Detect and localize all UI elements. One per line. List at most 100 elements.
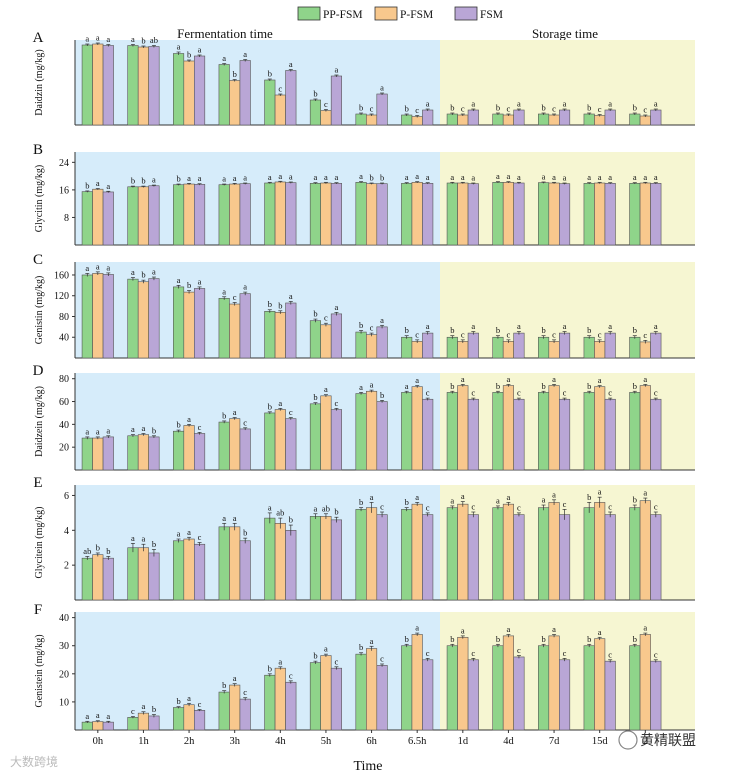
- significance-letter: a: [426, 172, 430, 182]
- bar-p-fsm: [594, 115, 606, 126]
- significance-letter: b: [243, 528, 247, 538]
- significance-letter: a: [177, 529, 181, 539]
- x-tick-label: 3h: [229, 736, 240, 747]
- bar-p-fsm: [548, 635, 560, 731]
- significance-letter: a: [268, 502, 272, 512]
- significance-letter: b: [289, 515, 293, 525]
- bar-pp-fsm: [629, 183, 641, 246]
- significance-letter: b: [85, 180, 89, 190]
- bar-pp-fsm: [218, 184, 230, 246]
- significance-letter: a: [552, 374, 556, 384]
- bar-pp-fsm: [218, 691, 230, 731]
- bar-pp-fsm: [629, 507, 641, 601]
- x-axis-label: Time: [353, 759, 382, 774]
- significance-letter: c: [380, 502, 384, 512]
- significance-letter: c: [552, 104, 556, 114]
- y-tick-label: 4: [64, 526, 69, 537]
- bar-fsm: [330, 667, 342, 731]
- significance-letter: a: [243, 173, 247, 183]
- significance-letter: c: [131, 706, 135, 716]
- significance-letter: c: [278, 84, 282, 94]
- significance-letter: b: [313, 651, 317, 661]
- significance-letter: a: [85, 426, 89, 436]
- y-axis-label: Glycitein (mg/kg): [34, 507, 45, 579]
- bar-p-fsm: [594, 341, 606, 359]
- bar-p-fsm: [548, 182, 560, 246]
- significance-letter: a: [507, 171, 511, 181]
- bar-p-fsm: [320, 655, 332, 731]
- significance-letter: c: [324, 313, 328, 323]
- bar-fsm: [239, 540, 251, 601]
- significance-letter: c: [198, 699, 202, 709]
- y-tick-label: 2: [64, 561, 69, 572]
- significance-letter: b: [313, 309, 317, 319]
- bar-pp-fsm: [309, 183, 321, 246]
- significance-letter: b: [96, 542, 100, 552]
- y-tick-label: 120: [54, 291, 69, 302]
- significance-letter: a: [608, 321, 612, 331]
- significance-letter: b: [334, 507, 338, 517]
- bar-fsm: [194, 433, 206, 471]
- significance-letter: ab: [276, 508, 284, 518]
- bar-p-fsm: [548, 385, 560, 471]
- significance-letter: c: [654, 388, 658, 398]
- bar-p-fsm: [137, 434, 149, 471]
- bar-pp-fsm: [583, 392, 595, 471]
- bar-p-fsm: [502, 182, 514, 246]
- significance-letter: a: [131, 533, 135, 543]
- significance-letter: a: [324, 172, 328, 182]
- significance-letter: a: [324, 644, 328, 654]
- bar-fsm: [467, 514, 479, 601]
- significance-letter: b: [268, 663, 272, 673]
- significance-letter: b: [268, 69, 272, 79]
- significance-letter: a: [222, 174, 226, 184]
- bar-fsm: [422, 332, 434, 359]
- bar-fsm: [285, 530, 297, 601]
- bar-fsm: [239, 60, 251, 126]
- bar-pp-fsm: [264, 517, 276, 601]
- significance-letter: b: [450, 325, 454, 335]
- watermark-left: 大数跨境: [10, 754, 58, 769]
- significance-letter: b: [587, 634, 591, 644]
- bar-pp-fsm: [309, 403, 321, 471]
- significance-letter: a: [608, 99, 612, 109]
- bar-pp-fsm: [401, 645, 413, 731]
- significance-letter: a: [324, 384, 328, 394]
- bar-fsm: [467, 659, 479, 731]
- significance-letter: c: [415, 329, 419, 339]
- bar-pp-fsm: [173, 286, 185, 359]
- bar-pp-fsm: [81, 721, 93, 731]
- significance-letter: c: [507, 104, 511, 114]
- significance-letter: b: [359, 497, 363, 507]
- significance-letter: c: [552, 329, 556, 339]
- significance-letter: a: [106, 34, 110, 44]
- bar-pp-fsm: [629, 645, 641, 731]
- significance-letter: a: [177, 275, 181, 285]
- bar-pp-fsm: [309, 320, 321, 359]
- significance-letter: a: [370, 492, 374, 502]
- bar-p-fsm: [229, 684, 241, 731]
- bar-fsm: [148, 715, 160, 731]
- significance-letter: a: [643, 374, 647, 384]
- significance-letter: a: [450, 172, 454, 182]
- significance-letter: c: [426, 502, 430, 512]
- significance-letter: c: [471, 648, 475, 658]
- bar-fsm: [559, 659, 571, 731]
- bar-pp-fsm: [127, 45, 139, 126]
- significance-letter: b: [541, 381, 545, 391]
- bar-pp-fsm: [127, 547, 139, 601]
- y-tick-label: 10: [59, 697, 69, 708]
- bar-fsm: [194, 55, 206, 126]
- significance-letter: b: [541, 325, 545, 335]
- bar-fsm: [148, 278, 160, 359]
- bar-pp-fsm: [173, 53, 185, 126]
- x-tick-label: 1d: [458, 736, 469, 747]
- bar-pp-fsm: [583, 336, 595, 359]
- significance-letter: c: [471, 502, 475, 512]
- bar-fsm: [376, 93, 388, 126]
- significance-letter: a: [96, 33, 100, 43]
